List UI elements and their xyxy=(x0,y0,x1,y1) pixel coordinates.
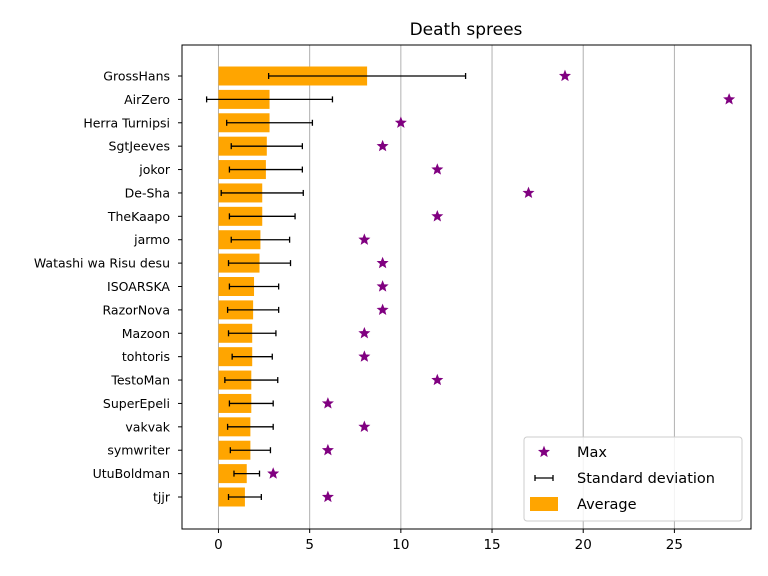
y-tick-label: GrossHans xyxy=(103,69,170,84)
x-axis: 0 5 10 15 20 25 xyxy=(214,529,683,553)
legend-label: Standard deviation xyxy=(577,471,715,487)
max-star-marker xyxy=(558,69,571,82)
max-star-marker xyxy=(358,420,371,432)
x-tick-label: 20 xyxy=(575,537,592,553)
max-star-marker xyxy=(522,186,535,199)
max-markers xyxy=(267,69,736,503)
std-deviation-errorbar xyxy=(227,260,292,267)
y-tick-label: tjjr xyxy=(153,490,171,505)
y-tick-label: RazorNova xyxy=(103,302,170,317)
std-deviation-errorbar xyxy=(226,119,314,126)
max-star-marker xyxy=(394,116,407,128)
y-tick-label: UtuBoldman xyxy=(93,466,170,481)
x-tick-label: 5 xyxy=(305,537,314,553)
y-tick-label: SgtJeeves xyxy=(109,139,170,154)
std-deviation-errorbar xyxy=(233,470,261,477)
x-tick-label: 15 xyxy=(483,537,500,553)
legend-box xyxy=(523,436,743,522)
y-tick-label: symwriter xyxy=(107,443,171,458)
y-tick-label: Mazoon xyxy=(122,326,170,341)
max-star-marker xyxy=(376,139,389,152)
max-star-marker xyxy=(358,233,371,245)
legend-marker-std xyxy=(534,475,554,481)
std-deviation-errorbar xyxy=(228,213,296,220)
x-tick-label: 10 xyxy=(392,537,409,553)
std-deviation-errorbar xyxy=(226,306,280,313)
std-deviation-errorbars xyxy=(205,73,467,500)
y-tick-label: TheKaapo xyxy=(107,209,170,224)
std-deviation-errorbar xyxy=(226,423,274,430)
y-tick-label: ISOARSKA xyxy=(107,279,170,294)
std-deviation-errorbar xyxy=(227,330,277,337)
legend-label: Max xyxy=(577,445,607,461)
max-star-marker xyxy=(723,93,736,105)
y-tick-label: SuperEpeli xyxy=(103,396,170,411)
max-star-marker xyxy=(321,490,334,503)
legend: Max Standard deviation Average xyxy=(523,436,743,522)
average-bar xyxy=(218,464,247,484)
legend-label: Average xyxy=(577,497,637,513)
max-star-marker xyxy=(321,443,334,456)
chart-title: Death sprees xyxy=(410,20,523,40)
max-star-marker xyxy=(376,303,389,315)
max-star-marker xyxy=(358,350,371,362)
y-tick-label: De-Sha xyxy=(125,185,170,200)
std-deviation-errorbar xyxy=(224,377,279,384)
std-deviation-errorbar xyxy=(220,189,304,196)
legend-marker-max xyxy=(537,445,551,458)
max-star-marker xyxy=(376,256,389,269)
max-star-marker xyxy=(321,397,334,409)
std-deviation-errorbar xyxy=(227,494,262,500)
x-tick-label: 0 xyxy=(214,537,223,553)
x-tick-label: 25 xyxy=(666,537,683,553)
y-tick-label: Watashi wa Risu desu xyxy=(34,256,170,271)
max-star-marker xyxy=(376,280,389,292)
y-tick-label: Herra Turnipsi xyxy=(83,115,170,130)
max-star-marker xyxy=(358,326,371,339)
legend-marker-average xyxy=(530,497,558,511)
max-star-marker xyxy=(431,210,444,222)
std-deviation-errorbar xyxy=(230,143,304,150)
std-deviation-errorbar xyxy=(229,447,272,454)
y-axis: GrossHans AirZero Herra Turnipsi SgtJeeves j… xyxy=(34,69,182,505)
y-tick-label: vakvak xyxy=(125,419,170,434)
max-star-marker xyxy=(267,467,280,479)
std-deviation-errorbar xyxy=(231,353,273,360)
y-tick-label: tohtoris xyxy=(122,349,170,364)
std-deviation-errorbar xyxy=(228,283,280,290)
std-deviation-errorbar xyxy=(230,236,291,243)
y-tick-label: AirZero xyxy=(124,92,170,107)
max-star-marker xyxy=(431,163,444,175)
y-tick-label: jokor xyxy=(138,162,171,177)
std-deviation-errorbar xyxy=(228,166,304,173)
y-tick-label: jarmo xyxy=(133,232,170,247)
std-deviation-errorbar xyxy=(205,96,334,103)
std-deviation-errorbar xyxy=(267,73,467,79)
max-star-marker xyxy=(431,373,444,386)
y-tick-label: TestoMan xyxy=(110,373,170,388)
std-deviation-errorbar xyxy=(228,400,274,407)
